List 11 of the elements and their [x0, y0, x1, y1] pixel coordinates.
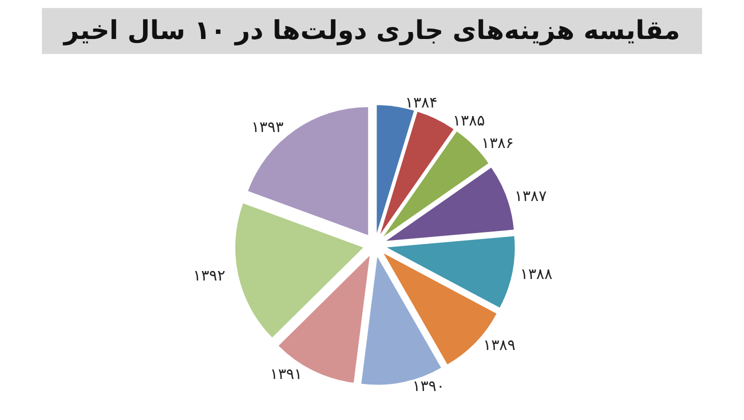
slice-label: ۱۳۹۲: [193, 266, 226, 285]
slice-label: ۱۳۸۷: [514, 186, 547, 205]
slice-label: ۱۳۸۹: [483, 336, 516, 354]
slice-label: ۱۳۹۰: [412, 377, 445, 396]
slice-label: ۱۳۸۶: [481, 134, 514, 152]
chart-title: مقایسه هزینه‌های جاری دولت‌ها در ۱۰ سال اخیر: [62, 16, 680, 46]
slice-label: ۱۳۸۵: [452, 112, 485, 130]
slice-label: ۱۳۹۱: [270, 365, 302, 384]
slice-label: ۱۳۹۳: [251, 118, 284, 136]
slice-label: ۱۳۸۴: [405, 94, 438, 112]
slice-label: ۱۳۸۸: [520, 264, 552, 283]
